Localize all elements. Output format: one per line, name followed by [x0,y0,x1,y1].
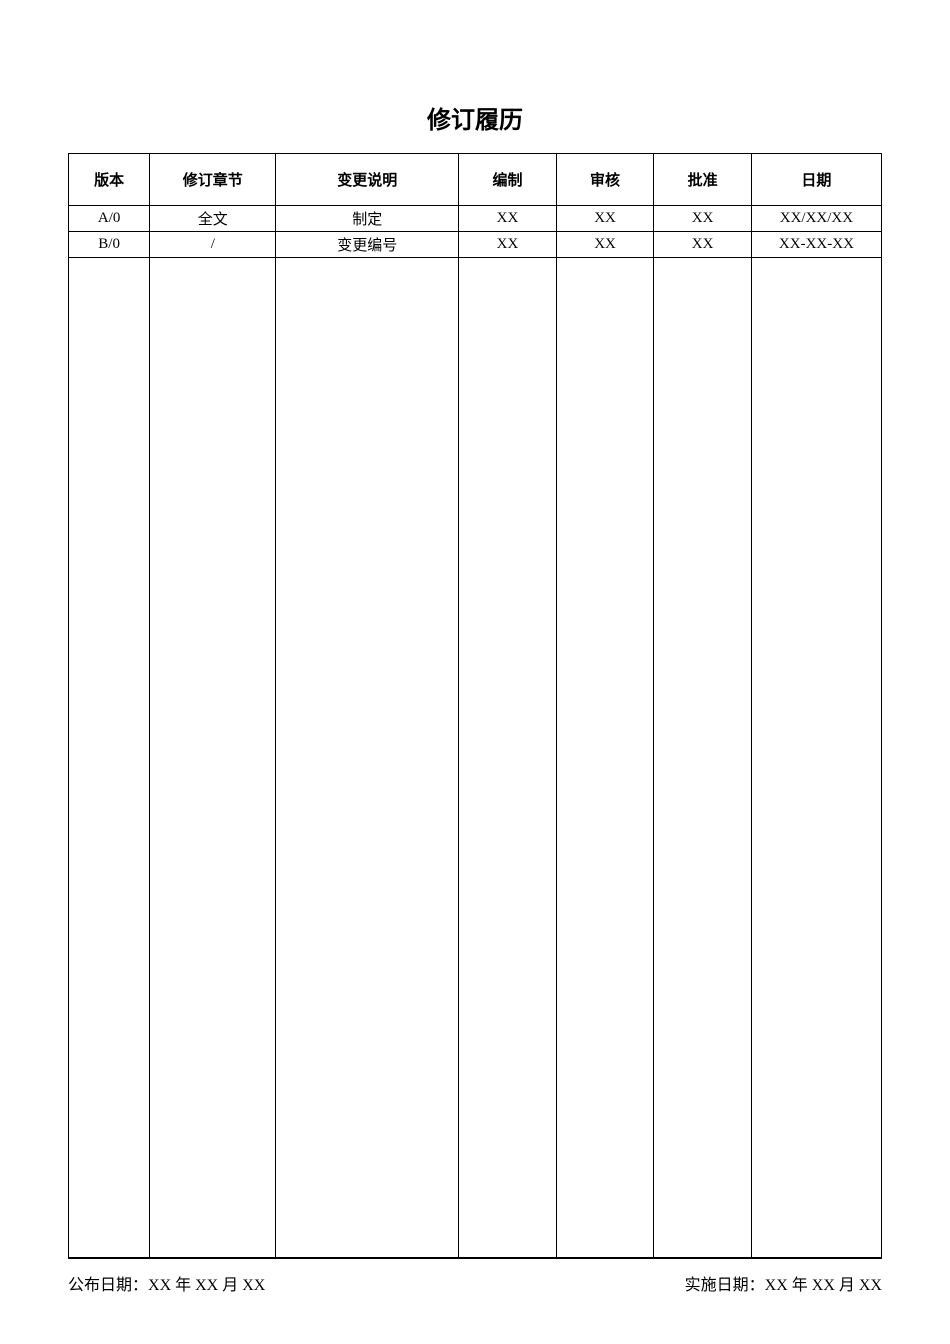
empty-cell [654,258,752,1258]
col-header-approve: 批准 [654,154,752,206]
cell-approve: XX [654,232,752,258]
empty-cell [276,258,459,1258]
table-header-row: 版本 修订章节 变更说明 编制 审核 批准 日期 [69,154,882,206]
revision-history-table: 版本 修订章节 变更说明 编制 审核 批准 日期 A/0 全文 制定 XX XX… [68,153,882,1258]
col-header-version: 版本 [69,154,150,206]
table-empty-body [69,258,882,1258]
cell-section: / [150,232,276,258]
col-header-desc: 变更说明 [276,154,459,206]
empty-cell [459,258,557,1258]
col-header-date: 日期 [751,154,881,206]
cell-review: XX [556,232,654,258]
cell-desc: 变更编号 [276,232,459,258]
table-row: B/0 / 变更编号 XX XX XX XX-XX-XX [69,232,882,258]
empty-cell [69,258,150,1258]
cell-date: XX/XX/XX [751,206,881,232]
footer-left: 公布日期：XX 年 XX 月 XX [68,1271,265,1295]
empty-cell [556,258,654,1258]
col-header-section: 修订章节 [150,154,276,206]
empty-cell [150,258,276,1258]
table-row: A/0 全文 制定 XX XX XX XX/XX/XX [69,206,882,232]
cell-review: XX [556,206,654,232]
cell-version: B/0 [69,232,150,258]
cell-section: 全文 [150,206,276,232]
col-header-author: 编制 [459,154,557,206]
cell-author: XX [459,232,557,258]
page-footer: 公布日期：XX 年 XX 月 XX 实施日期：XX 年 XX 月 XX [68,1259,882,1295]
footer-left-label: 公布日期： [68,1277,148,1294]
document-page: 修订履历 版本 修订章节 变更说明 编制 审核 批准 日期 A/0 [0,0,950,1344]
cell-date: XX-XX-XX [751,232,881,258]
empty-cell [751,258,881,1258]
page-title: 修订履历 [68,100,882,135]
cell-desc: 制定 [276,206,459,232]
footer-right: 实施日期：XX 年 XX 月 XX [685,1271,882,1295]
cell-author: XX [459,206,557,232]
footer-right-label: 实施日期： [685,1277,765,1294]
col-header-review: 审核 [556,154,654,206]
cell-version: A/0 [69,206,150,232]
footer-left-value: XX 年 XX 月 XX [148,1277,265,1294]
footer-right-value: XX 年 XX 月 XX [765,1277,882,1294]
cell-approve: XX [654,206,752,232]
